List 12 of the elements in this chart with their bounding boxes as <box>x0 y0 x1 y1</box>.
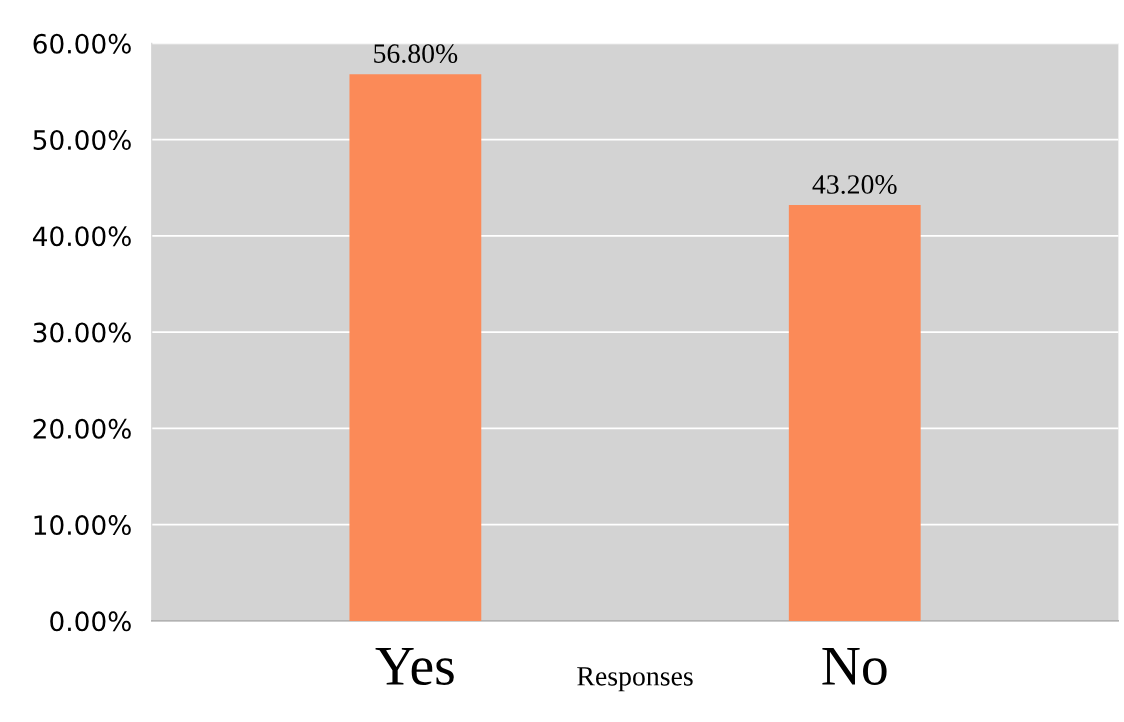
x-axis-title: Responses <box>577 667 693 692</box>
x-tick-label: No <box>822 648 887 686</box>
y-tick-label: 40.00% <box>32 226 131 247</box>
y-tick-label: 10.00% <box>34 515 131 536</box>
x-tick-label: Yes <box>375 648 454 686</box>
y-tick-label: 20.00% <box>33 418 131 439</box>
data-label: 56.80% <box>374 44 458 64</box>
y-tick-label: 0.00% <box>50 611 131 632</box>
data-label: 43.20% <box>812 175 897 194</box>
y-tick-label: 30.00% <box>33 322 131 343</box>
y-tick-label: 60.00% <box>33 33 131 54</box>
y-tick-label: 50.00% <box>33 130 131 150</box>
